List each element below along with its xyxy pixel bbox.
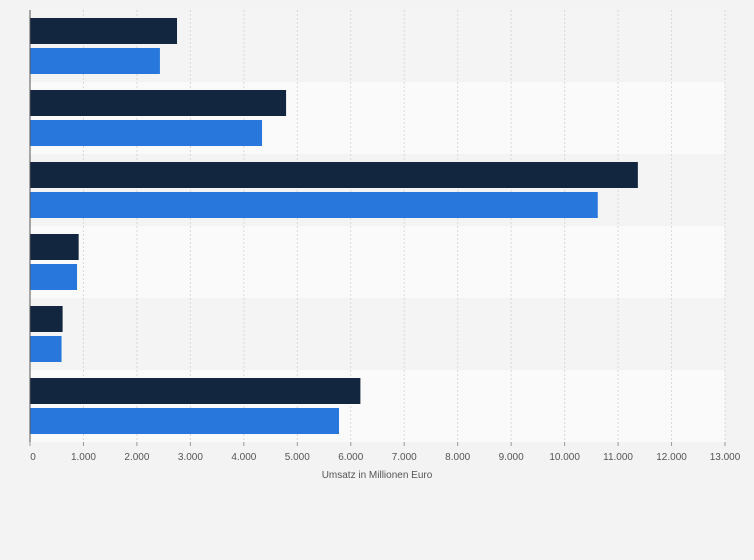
category-bands	[30, 10, 725, 442]
axis	[29, 10, 726, 446]
x-tick-label: 8.000	[445, 452, 470, 463]
category-band	[30, 226, 725, 298]
x-tick-label: 0	[30, 452, 36, 463]
bar-series-2	[30, 264, 78, 290]
bar-series-1	[30, 234, 79, 260]
x-tick-label: 5.000	[285, 452, 310, 463]
bar-series-2	[30, 120, 263, 146]
bar-series-1	[30, 378, 361, 404]
bar-series-2	[30, 48, 160, 74]
bar-series-1	[30, 18, 178, 44]
bars	[30, 18, 638, 434]
gridlines	[82, 10, 726, 442]
x-tick-label: 1.000	[71, 452, 96, 463]
bar-series-2	[30, 192, 598, 218]
x-tick-label: 3.000	[178, 452, 203, 463]
x-tick-label: 6.000	[338, 452, 363, 463]
x-axis-label: Umsatz in Millionen Euro	[322, 470, 433, 481]
x-tick-label: 13.000	[710, 452, 741, 463]
category-band	[30, 298, 725, 370]
bar-series-2	[30, 336, 62, 362]
bar-series-1	[30, 162, 638, 188]
x-tick-label: 12.000	[656, 452, 687, 463]
bar-series-2	[30, 408, 340, 434]
x-tick-labels: 0 1.000 2.000 3.000 4.000 5.000 6.000 7.000 8.00…	[30, 452, 741, 463]
bar-series-1	[30, 306, 63, 332]
x-tick-label: 2.000	[124, 452, 149, 463]
bar-series-1	[30, 90, 287, 116]
x-tick-label: 11.000	[603, 452, 633, 463]
x-tick-label: 7.000	[392, 452, 417, 463]
x-tick-label: 4.000	[231, 452, 256, 463]
x-tick-label: 10.000	[549, 452, 580, 463]
x-tick-label: 9.000	[499, 452, 524, 463]
